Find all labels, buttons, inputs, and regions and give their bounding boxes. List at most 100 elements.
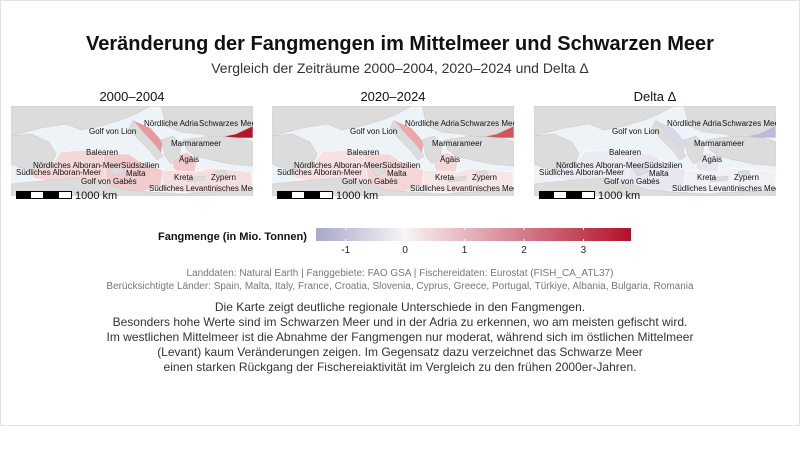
map-label: Golf von Lion xyxy=(612,127,659,136)
land-shape xyxy=(421,135,443,165)
map-label: Südsizilien xyxy=(121,161,159,170)
map-label: Südliches Alboran-Meer xyxy=(277,168,362,177)
land-shape xyxy=(11,133,57,171)
legend-tick-label: -1 xyxy=(341,245,351,256)
legend-title: Fangmenge (in Mio. Tonnen) xyxy=(158,231,307,243)
map-label: Kreta xyxy=(174,173,194,182)
map-label: Marmarameer xyxy=(694,139,745,148)
land-shape xyxy=(534,106,675,137)
scale-bar xyxy=(539,191,595,199)
map-label: Kreta xyxy=(435,173,455,182)
land-shape xyxy=(182,135,253,167)
fishing-area-levant xyxy=(683,167,776,195)
map-label: Golf von Lion xyxy=(350,127,397,136)
land-shape xyxy=(475,169,489,177)
land-shape xyxy=(108,165,126,177)
map-label: Golf von Gabès xyxy=(604,177,660,186)
map-label: Marmarameer xyxy=(432,139,483,148)
legend-tick-label: 3 xyxy=(580,245,587,256)
land-shape xyxy=(272,106,514,139)
summary-line: (Levant) kaum Veränderungen zeigen. Im G… xyxy=(157,345,643,359)
map-label: Malta xyxy=(387,169,407,178)
land-shape xyxy=(11,106,152,137)
land-shape xyxy=(214,169,228,177)
map-label: Südliches Levantinisches Meer xyxy=(410,184,514,193)
map-label: Marmarameer xyxy=(171,139,222,148)
map-label: Golf von Gabès xyxy=(81,177,137,186)
scale-label: 1000 km xyxy=(336,190,379,202)
land-shape xyxy=(705,135,776,167)
map-label: Nördliches Alboran-Meer xyxy=(556,161,644,170)
land-shape xyxy=(534,106,776,139)
land-shape xyxy=(128,119,164,161)
land-shape xyxy=(369,165,387,177)
land-shape xyxy=(447,175,467,183)
map-label: Golf von Gabès xyxy=(342,177,398,186)
summary-line: Die Karte zeigt deutliche regionale Unte… xyxy=(214,300,586,314)
map-label: Südliches Alboran-Meer xyxy=(539,168,624,177)
map-label: Zypern xyxy=(211,173,236,182)
map-label: Zypern xyxy=(472,173,497,182)
map-panel: Nördliche Adria Schwarzes Meer Golf von Li… xyxy=(11,106,253,196)
figure-subtitle: Vergleich der Zeiträume 2000–2004, 2020–… xyxy=(211,60,589,76)
map-label: Südsizilien xyxy=(644,161,682,170)
map-label: Golf von Lion xyxy=(89,127,136,136)
map-label: Nördliches Alboran-Meer xyxy=(294,161,382,170)
land-shape xyxy=(709,175,729,183)
scale-label: 1000 km xyxy=(75,190,118,202)
land-shape xyxy=(631,165,649,177)
land-shape xyxy=(683,135,705,165)
map-label: Nördliche Adria xyxy=(405,119,460,128)
land-shape xyxy=(160,135,182,165)
land-shape xyxy=(737,169,751,177)
summary-text: Die Karte zeigt deutliche regionale Unte… xyxy=(70,300,730,375)
land-shape xyxy=(389,119,425,161)
land-shape xyxy=(651,119,687,161)
map-label: Nördliche Adria xyxy=(144,119,199,128)
panel-title: Delta Δ xyxy=(633,89,677,104)
land-shape xyxy=(534,133,580,171)
map-label: Ägäis xyxy=(702,155,722,164)
legend-tick-label: 2 xyxy=(521,245,527,256)
legend-tick-marks xyxy=(345,228,584,241)
map-label: Schwarzes Meer xyxy=(199,119,253,128)
scale-bar xyxy=(277,191,333,199)
map-label: Malta xyxy=(649,169,669,178)
map-label: Nördliches Alboran-Meer xyxy=(33,161,121,170)
land-shape xyxy=(443,135,514,167)
scale-bar xyxy=(16,191,72,199)
map-label: Südliches Levantinisches Meer xyxy=(149,184,253,193)
map-label: Südliches Levantinisches Meer xyxy=(672,184,776,193)
map-panel: Nördliche Adria Schwarzes Meer Golf von Li… xyxy=(534,106,776,196)
summary-line: einen starken Rückgang der Fischereiakti… xyxy=(163,360,637,374)
map-label: Nördliche Adria xyxy=(667,119,722,128)
map-label: Schwarzes Meer xyxy=(460,119,514,128)
data-source-caption: Landdaten: Natural Earth | Fanggebiete: … xyxy=(186,268,614,279)
map-panel: Nördliche Adria Schwarzes Meer Golf von Li… xyxy=(272,106,514,196)
summary-line: Im westlichen Mittelmeer ist die Abnahme… xyxy=(106,330,694,344)
map-label: Kreta xyxy=(697,173,717,182)
map-label: Balearen xyxy=(86,148,118,157)
fishing-area-levant xyxy=(421,167,514,195)
panel-title: 2000–2004 xyxy=(99,89,165,104)
legend-colorbar xyxy=(316,228,631,241)
legend-gradient xyxy=(316,228,631,241)
land-shape xyxy=(11,106,253,139)
summary-line: Besonders hohe Werte sind im Schwarzen M… xyxy=(112,315,688,329)
land-shape xyxy=(272,133,318,171)
fishing-area-levant xyxy=(160,167,253,195)
map-label: Ägäis xyxy=(440,155,460,164)
map-label: Balearen xyxy=(347,148,379,157)
scale-label: 1000 km xyxy=(598,190,641,202)
countries-caption: Berücksichtigte Länder: Spain, Malta, It… xyxy=(106,281,694,292)
map-label: Balearen xyxy=(609,148,641,157)
map-label: Ägäis xyxy=(179,155,199,164)
map-label: Malta xyxy=(126,169,146,178)
land-shape xyxy=(186,175,206,183)
panel-title: 2020–2024 xyxy=(360,89,426,104)
map-label: Schwarzes Meer xyxy=(722,119,776,128)
figure-title: Veränderung der Fangmengen im Mittelmeer… xyxy=(86,33,714,55)
land-shape xyxy=(272,106,413,137)
legend-tick-label: 1 xyxy=(461,245,468,256)
map-label: Südsizilien xyxy=(382,161,420,170)
